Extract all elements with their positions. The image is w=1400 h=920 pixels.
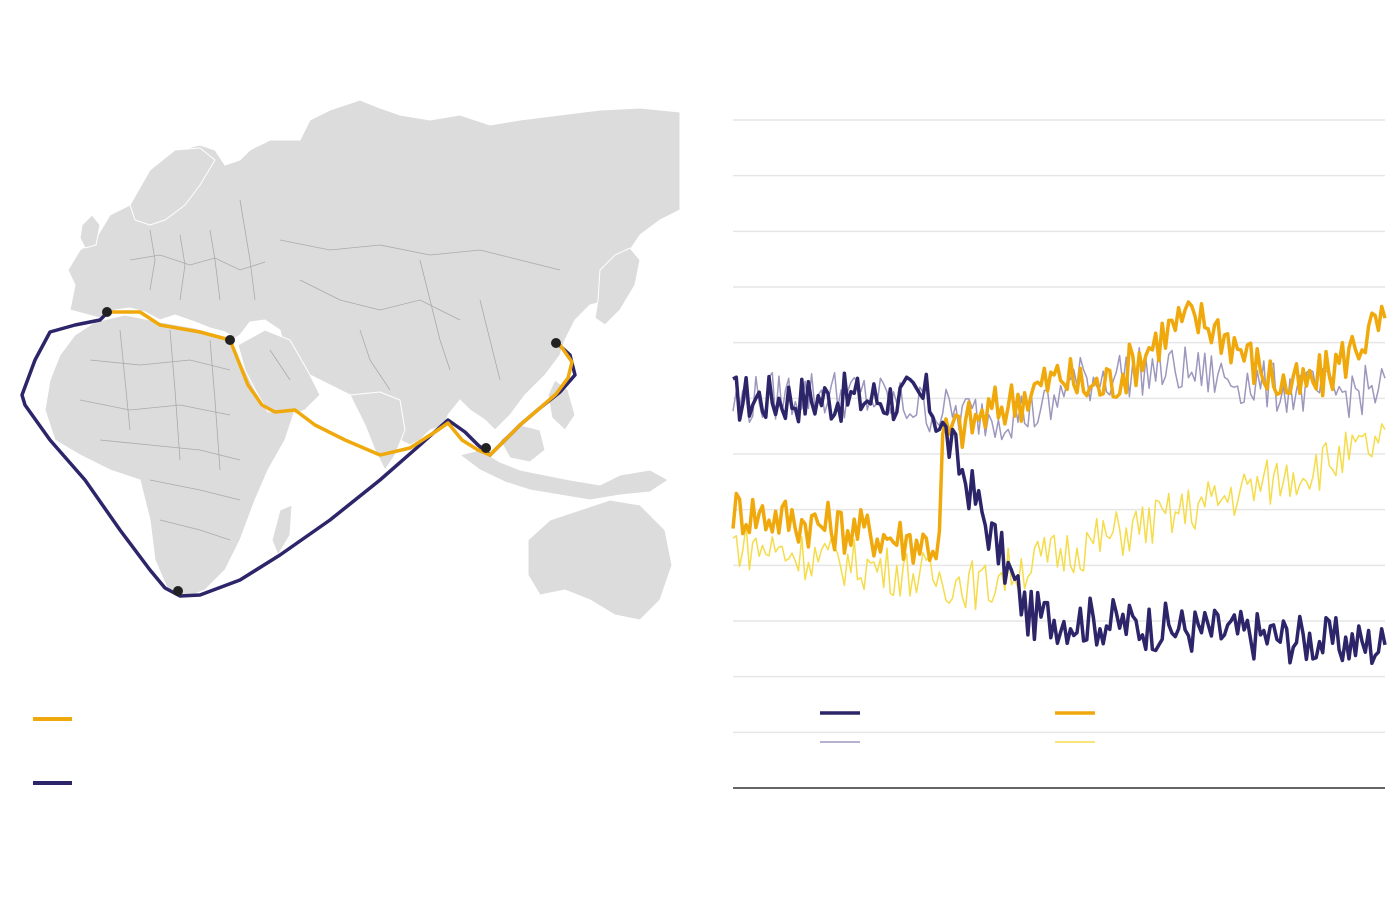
chart-series — [731, 300, 1387, 666]
port-marker-cape-of-good-hope — [173, 586, 183, 596]
port-marker-rotterdam-area — [102, 307, 112, 317]
freight-chart — [700, 0, 1400, 920]
country-borders — [79, 199, 561, 541]
india-landmass — [349, 391, 406, 471]
route-map — [0, 0, 690, 920]
chart-legend — [820, 711, 1095, 743]
port-marker-shanghai — [551, 338, 561, 348]
freight-chart-svg — [731, 119, 1387, 789]
scandinavia-landmass — [129, 147, 216, 226]
series-line-suez-thick — [731, 300, 1387, 565]
eurasia-landmass — [67, 99, 681, 446]
madagascar-landmass — [271, 504, 293, 557]
series-line-suez-thin — [732, 423, 1386, 611]
philippines-landmass — [547, 379, 576, 431]
route-map-svg — [20, 99, 681, 785]
series-line-cape-thick — [732, 371, 1387, 666]
borneo-landmass — [499, 424, 546, 463]
land-masses — [44, 99, 681, 621]
japan-landmass — [594, 247, 641, 326]
map-legend — [33, 717, 72, 785]
uk-landmass — [79, 214, 101, 249]
port-marker-suez — [225, 335, 235, 345]
port-marker-singapore — [481, 443, 491, 453]
australia-landmass — [527, 499, 673, 621]
indonesia-landmass — [458, 449, 669, 501]
